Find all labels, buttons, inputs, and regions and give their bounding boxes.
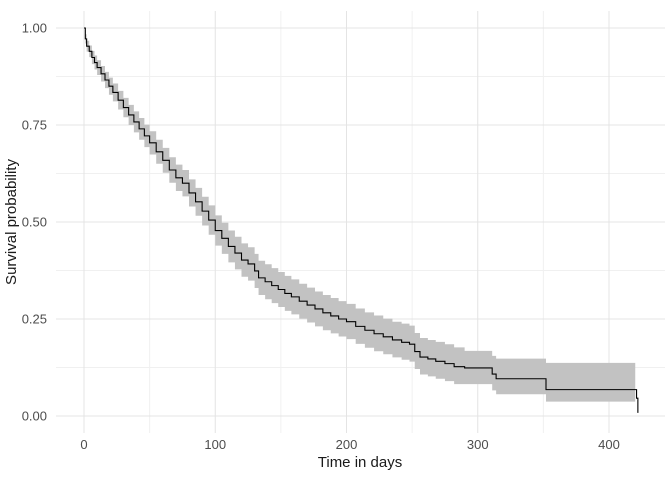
x-axis-tick-labels: 0 100 200 300 400 bbox=[80, 437, 619, 452]
y-axis-tick-label: 0.75 bbox=[22, 118, 47, 133]
y-axis-tick-label: 0.50 bbox=[22, 215, 47, 230]
survival-step-curve bbox=[84, 27, 639, 413]
x-axis-tick-label: 400 bbox=[598, 437, 620, 452]
x-axis-tick-label: 200 bbox=[336, 437, 358, 452]
x-axis-tick-label: 300 bbox=[467, 437, 489, 452]
y-axis-tick-labels: 0.00 0.25 0.50 0.75 1.00 bbox=[22, 21, 47, 424]
x-axis-tick-label: 0 bbox=[80, 437, 87, 452]
y-axis-title: Survival probability bbox=[3, 159, 20, 285]
y-axis-tick-label: 0.00 bbox=[22, 409, 47, 424]
y-axis-tick-label: 1.00 bbox=[22, 21, 47, 36]
x-axis-title: Time in days bbox=[318, 454, 402, 471]
x-axis-tick-label: 100 bbox=[204, 437, 226, 452]
y-axis-tick-label: 0.25 bbox=[22, 312, 47, 327]
